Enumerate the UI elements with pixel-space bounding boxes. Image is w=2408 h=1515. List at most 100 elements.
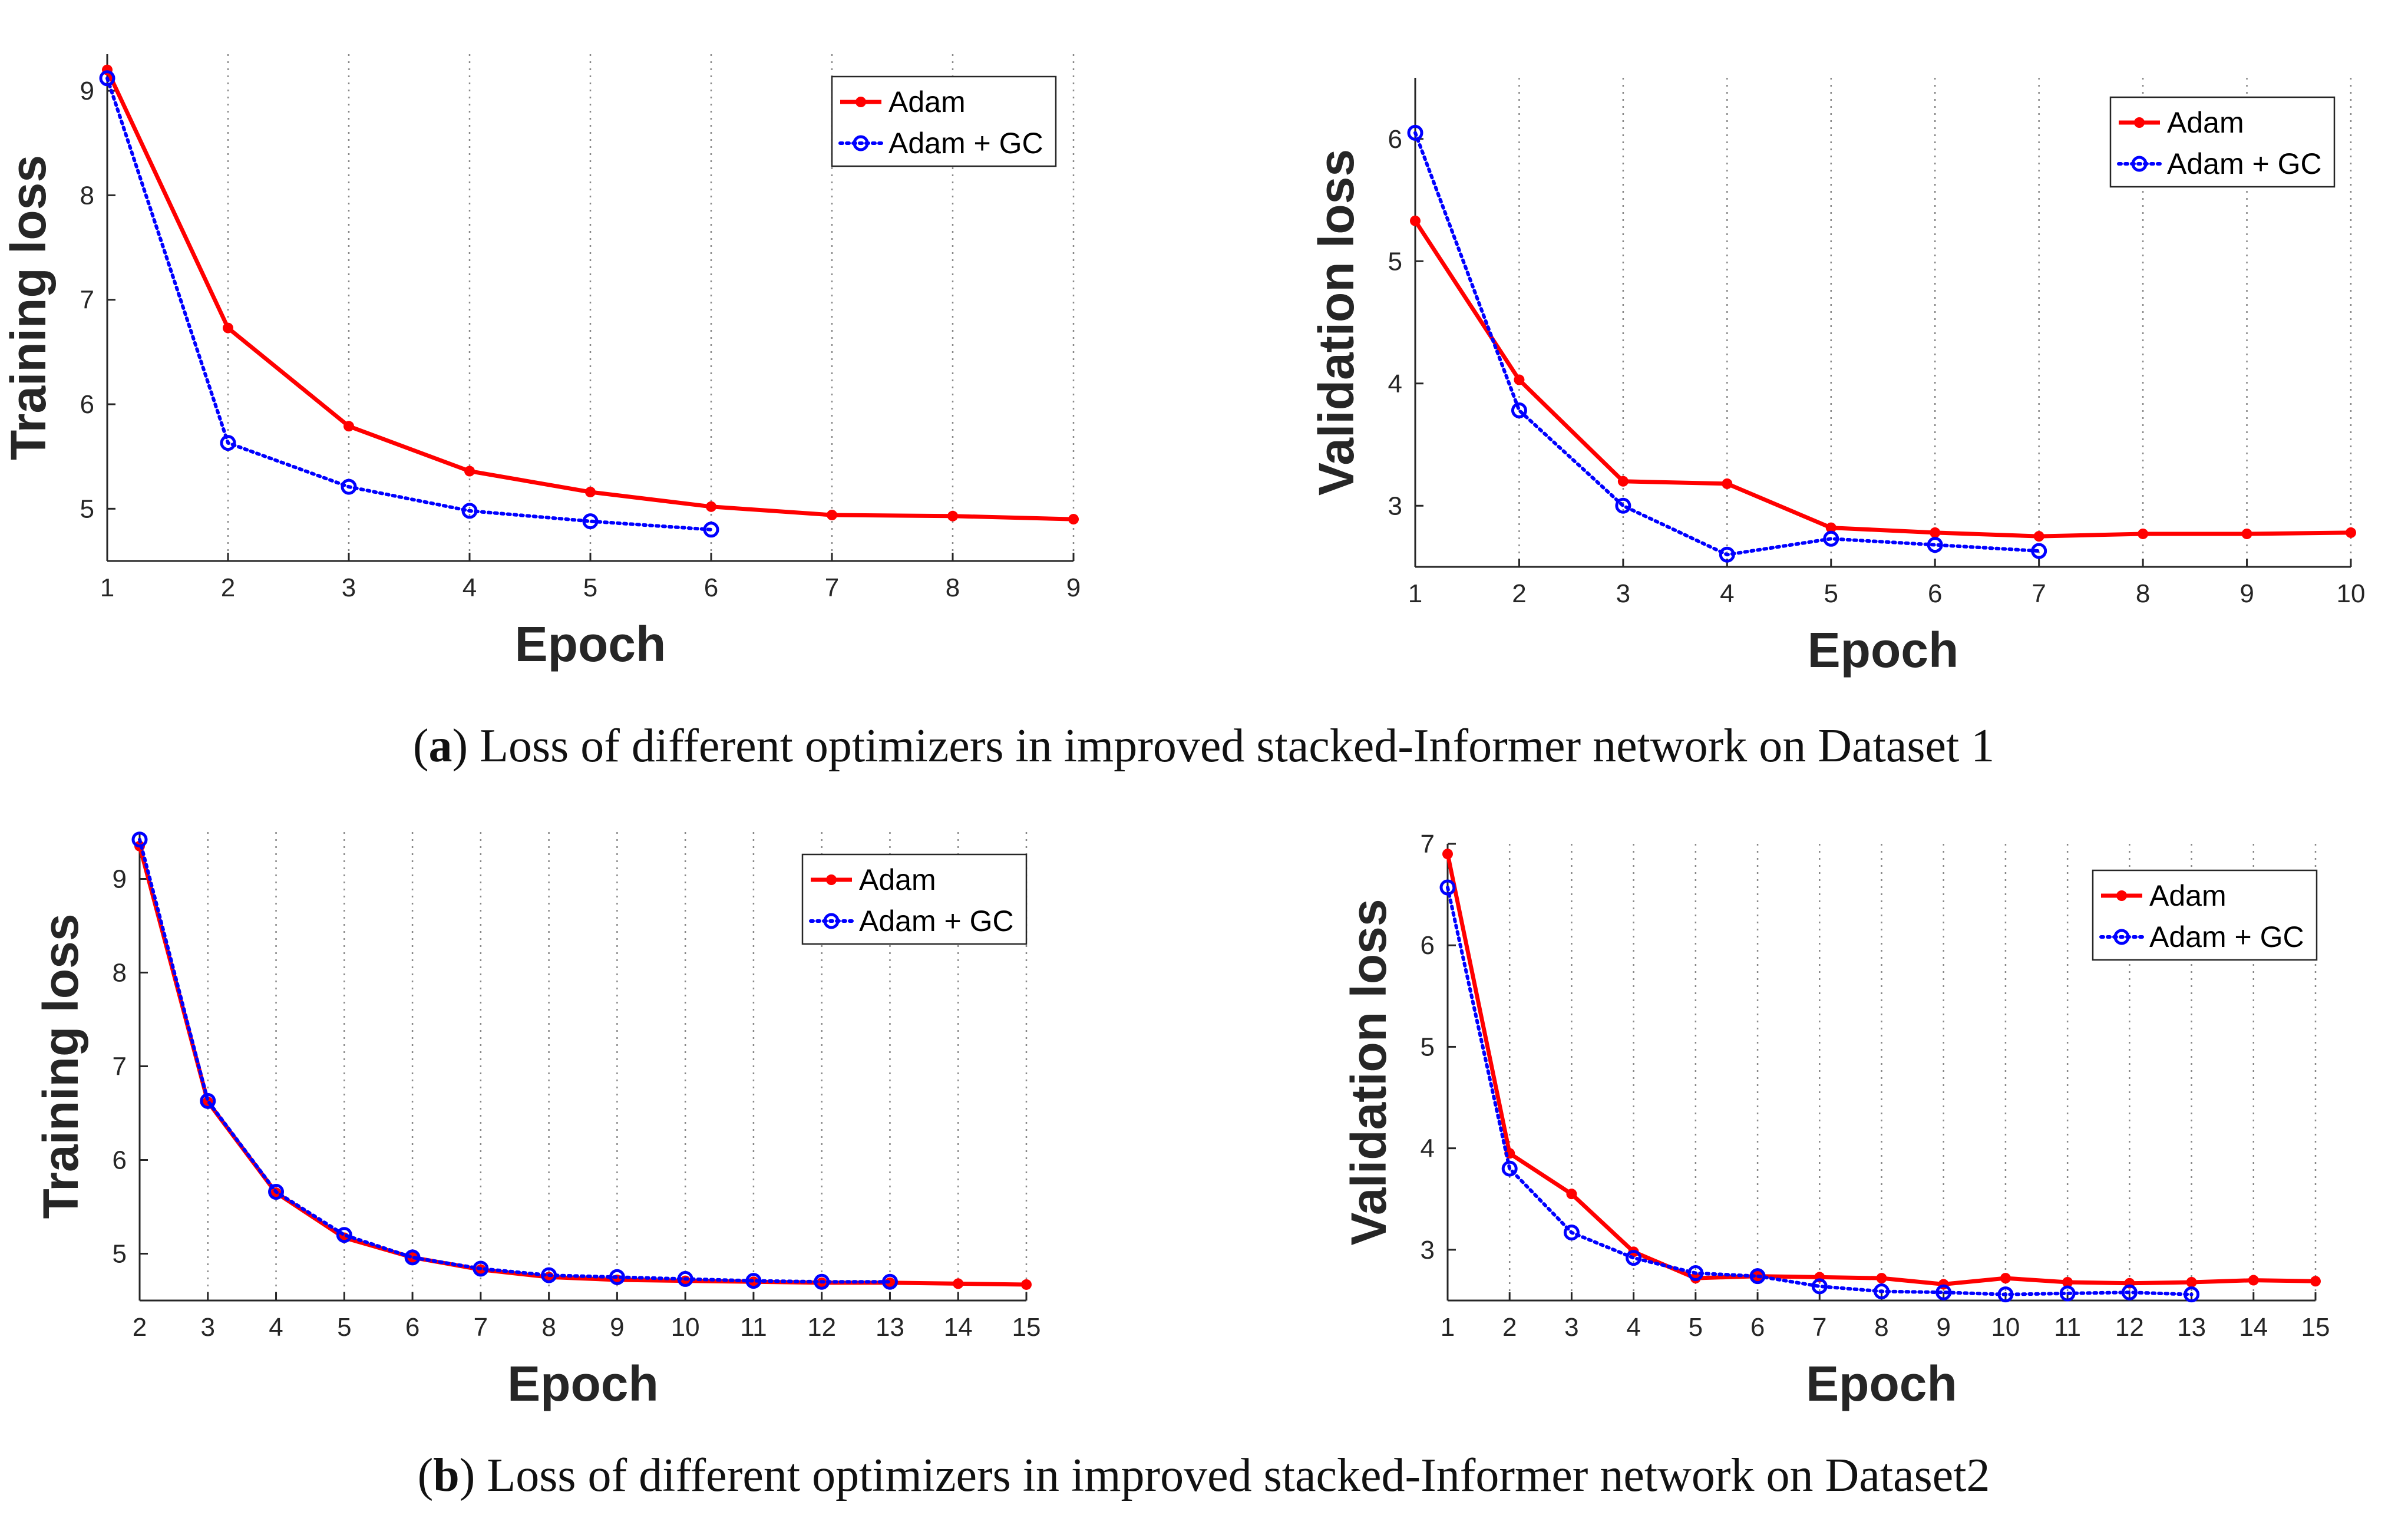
x-tick-label: 12: [2115, 1313, 2144, 1342]
series-adam-gc-point: [814, 1273, 830, 1290]
series-adam-point: [827, 509, 837, 520]
legend-box: [831, 75, 1057, 167]
series-adam-gc-point: [2121, 1284, 2138, 1301]
legend-box: [801, 853, 1028, 945]
series-adam-point: [343, 421, 354, 432]
x-tick-label: 5: [1824, 579, 1838, 608]
series-adam-gc-point: [220, 435, 236, 451]
x-tick-label: 7: [825, 573, 839, 602]
x-tick-label: 15: [1012, 1313, 1041, 1342]
series-adam-gc-point: [1511, 402, 1527, 418]
series-adam-gc-point: [1439, 879, 1456, 896]
y-tick-label: 6: [80, 390, 94, 419]
series-adam-point: [1566, 1189, 1577, 1200]
caption-b-letter: b: [433, 1450, 460, 1501]
series-adam-gc-line: [1446, 886, 2194, 1296]
series-adam-point: [223, 322, 233, 334]
x-tick-label: 5: [337, 1313, 351, 1342]
x-tick-label: 13: [876, 1313, 904, 1342]
series-adam-gc-point: [582, 513, 599, 530]
series-adam-gc-point: [461, 503, 478, 519]
series-adam-gc-point: [609, 1269, 625, 1285]
x-tick-label: 6: [405, 1313, 419, 1342]
y-tick-label: 4: [1421, 1134, 1435, 1163]
x-tick-label: 3: [1564, 1313, 1578, 1342]
series-adam-gc-line: [105, 76, 713, 532]
x-tick-label: 9: [610, 1313, 624, 1342]
series-adam-gc-point: [2031, 543, 2047, 559]
series-adam-gc-point: [677, 1270, 693, 1287]
series-adam-gc-point: [200, 1092, 216, 1109]
x-tick-label: 2: [1512, 579, 1526, 608]
legend-adam-gc-marker: [2113, 929, 2130, 945]
series-adam-point: [1442, 849, 1453, 860]
series-adam-gc-line: [1413, 131, 2041, 557]
series-adam-gc-point: [1687, 1265, 1704, 1281]
series-adam-point: [1722, 478, 1733, 489]
legend-adam-label: Adam: [859, 863, 936, 896]
x-tick-label: 7: [2032, 579, 2046, 608]
series-adam-gc-point: [1626, 1250, 1642, 1266]
legend-adam-label: Adam: [2167, 106, 2244, 139]
series-adam-point: [1068, 514, 1079, 525]
series-adam-point: [953, 1278, 964, 1289]
series-adam-point: [1410, 215, 1421, 226]
series-adam-gc-point: [268, 1184, 285, 1200]
series-adam-point: [2186, 1277, 2197, 1288]
y-axis-label: Training loss: [33, 913, 88, 1219]
series-adam-point: [1617, 476, 1629, 487]
x-tick-label: 14: [944, 1313, 973, 1342]
series-adam-gc-point: [881, 1273, 898, 1290]
legend-adam-marker: [826, 874, 837, 885]
legend-adam-gc-label: Adam + GC: [859, 905, 1014, 938]
caption-a-text: Loss of different optimizers in improved…: [468, 720, 1994, 772]
y-tick-label: 7: [113, 1052, 127, 1081]
y-tick-label: 3: [1388, 491, 1402, 520]
x-tick-label: 12: [807, 1313, 836, 1342]
caption-a: (a) Loss of different optimizers in impr…: [413, 720, 1994, 772]
x-tick-label: 1: [1408, 579, 1422, 608]
x-tick-label: 10: [2337, 579, 2366, 608]
series-adam-point: [2000, 1273, 2011, 1284]
series-adam-point: [2062, 1277, 2073, 1288]
chart-a-training-loss: 1 2 3 4 5 6 7 8 9 5 6 7 8 9 Epoch Training loss Adam Adam…: [1, 54, 1081, 672]
caption-a-letter: a: [428, 720, 452, 772]
x-tick-label: 4: [269, 1313, 283, 1342]
y-axis-label: Validation loss: [1341, 899, 1396, 1245]
series-adam-point: [2248, 1275, 2259, 1286]
x-tick-label: 6: [1928, 579, 1942, 608]
series-adam-gc-point: [1719, 546, 1735, 563]
y-tick-label: 8: [80, 181, 94, 210]
series-adam-gc-point: [541, 1267, 557, 1283]
series-adam-gc-point: [341, 478, 357, 495]
x-tick-label: 3: [1616, 579, 1630, 608]
x-axis-label: Epoch: [1806, 1356, 1957, 1411]
x-tick-label: 3: [201, 1313, 215, 1342]
legend-adam-label: Adam: [2149, 879, 2227, 912]
x-tick-label: 4: [463, 573, 477, 602]
series-adam-gc-point: [1407, 124, 1423, 141]
series-adam-point: [706, 501, 716, 512]
series-adam-gc-point: [473, 1260, 489, 1277]
series-adam-gc-point: [703, 521, 719, 538]
y-tick-label: 6: [1388, 125, 1402, 154]
y-tick-label: 5: [1388, 247, 1402, 276]
legend-adam-gc-label: Adam + GC: [888, 127, 1043, 160]
x-tick-label: 5: [583, 573, 597, 602]
legend-adam-marker: [855, 97, 866, 107]
x-axis-label: Epoch: [1808, 622, 1959, 678]
x-tick-label: 5: [1689, 1313, 1703, 1342]
x-tick-label: 1: [100, 573, 114, 602]
series-adam-point: [947, 510, 958, 521]
series-adam-gc-line: [138, 837, 892, 1284]
y-tick-label: 7: [1421, 830, 1435, 859]
legend-adam-gc-marker: [823, 913, 840, 929]
series-adam-gc-point: [1749, 1268, 1766, 1285]
legend-adam-marker: [2116, 890, 2127, 901]
y-tick-label: 6: [113, 1146, 127, 1175]
legend-adam-gc-label: Adam + GC: [2149, 920, 2304, 953]
x-tick-label: 4: [1720, 579, 1734, 608]
series-adam-gc-point: [745, 1273, 762, 1289]
caption-b-text: Loss of different optimizers in improved…: [475, 1450, 1990, 1501]
